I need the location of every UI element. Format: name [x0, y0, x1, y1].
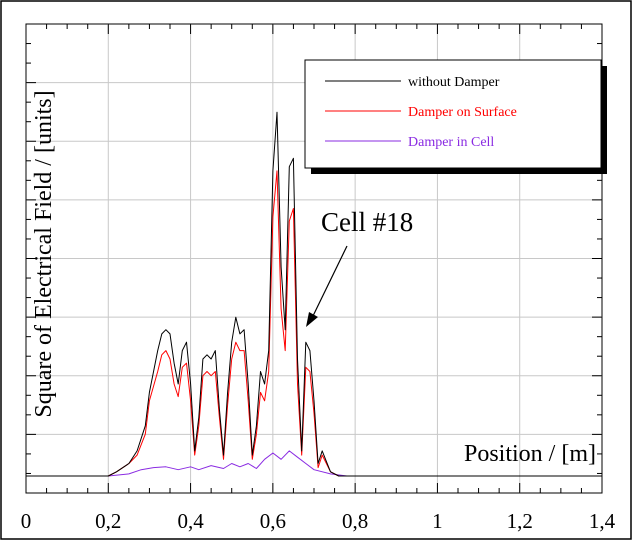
series-line-damper-on-surface [26, 170, 602, 477]
x-tick-label: 1 [432, 509, 443, 533]
x-tick-label: 0,2 [95, 509, 121, 533]
legend: without Damper Damper on Surface Damper in… [304, 59, 607, 174]
series-lines [26, 111, 602, 477]
x-tick-label: 1,4 [589, 509, 616, 533]
annotation-label: Cell #18 [321, 207, 413, 237]
legend-label: without Damper [408, 75, 500, 90]
axis-ticks [25, 23, 603, 494]
legend-label: Damper in Cell [408, 135, 494, 150]
x-axis-title: Position / [m] [464, 441, 596, 467]
legend-box [304, 59, 602, 169]
annotation-arrowhead [306, 312, 318, 327]
x-tick-label: 0,6 [260, 509, 286, 533]
series-line-without-damper [26, 111, 602, 477]
x-tick-label: 0,8 [342, 509, 368, 533]
annotation-arrow-line [311, 245, 348, 319]
legend-label: Damper on Surface [408, 105, 517, 120]
x-tick-label: 1,2 [507, 509, 533, 533]
x-tick-labels: 0 0,2 0,4 0,6 0,8 1 1,2 1,4 [21, 509, 616, 533]
x-tick-label: 0 [21, 509, 32, 533]
x-tick-label: 0,4 [177, 509, 204, 533]
y-axis-title: Square of Electrical Field / [units] [31, 90, 57, 417]
series-line-damper-in-cell [26, 450, 602, 477]
